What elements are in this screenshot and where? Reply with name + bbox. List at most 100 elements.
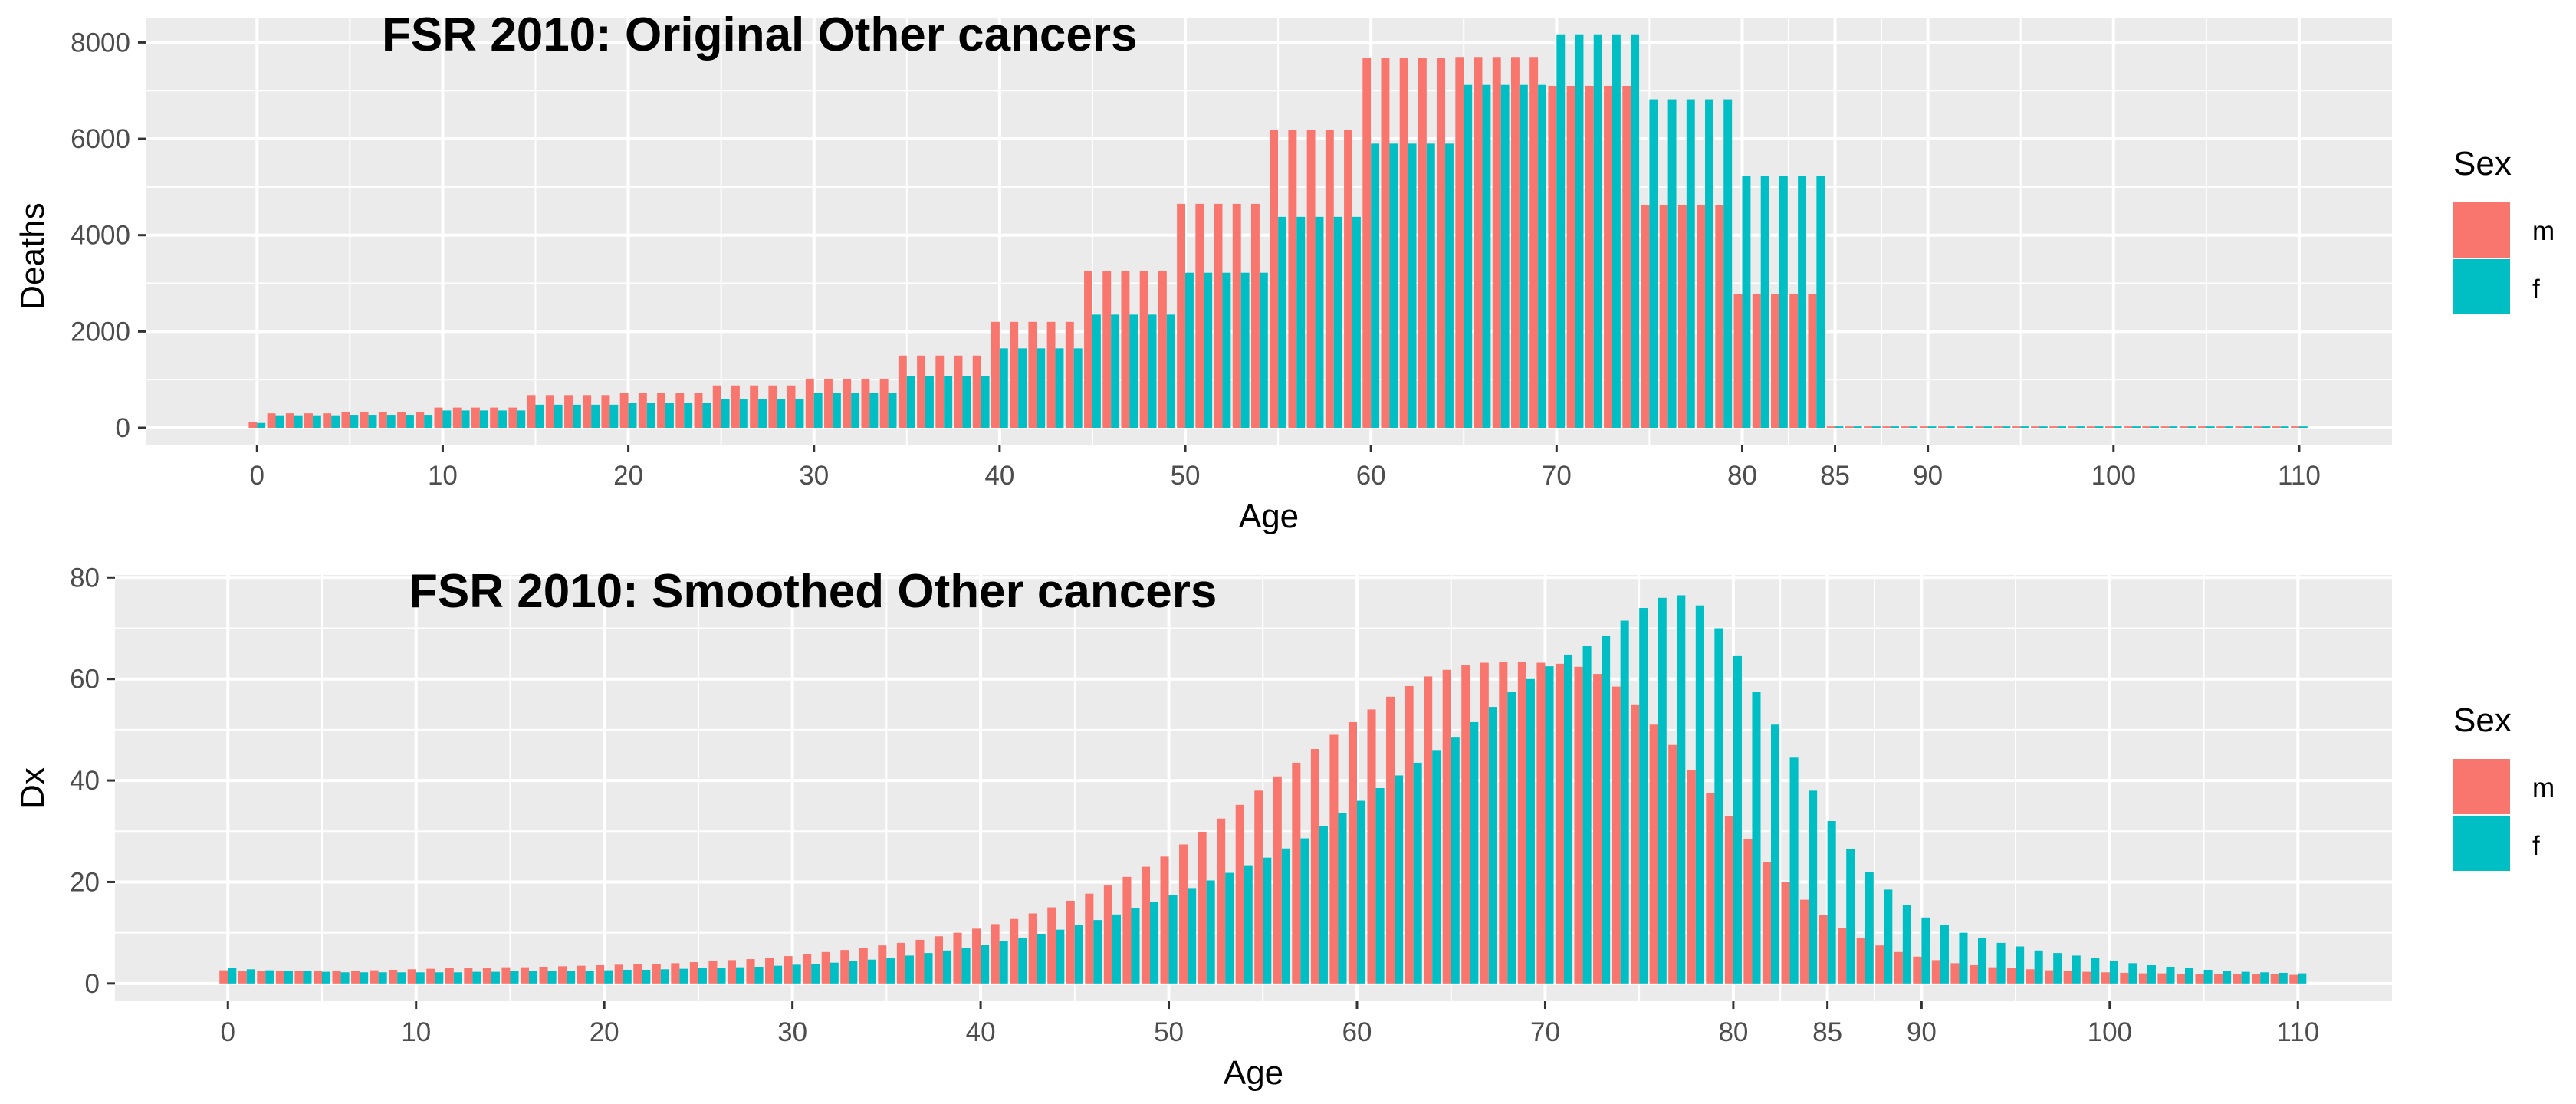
bar-f-age-70 bbox=[1556, 34, 1566, 429]
bar-f-age-7 bbox=[360, 972, 369, 984]
bar-m-age-110 bbox=[2289, 974, 2298, 984]
x-tick-label: 60 bbox=[1356, 461, 1386, 491]
bar-m-age-60 bbox=[1362, 58, 1372, 429]
bar-m-age-48 bbox=[1139, 271, 1148, 429]
bar-f-age-11 bbox=[461, 410, 470, 429]
bar-m-age-80 bbox=[1724, 816, 1733, 984]
bar-m-age-47 bbox=[1103, 886, 1112, 984]
bar-m-age-6 bbox=[332, 971, 341, 984]
bar-m-age-102 bbox=[2138, 973, 2147, 984]
bar-f-age-2 bbox=[265, 970, 274, 984]
bar-f-age-58 bbox=[1333, 216, 1342, 429]
bar-f-age-66 bbox=[1482, 84, 1491, 429]
bar-f-age-61 bbox=[1389, 143, 1398, 429]
bar-f-age-57 bbox=[1300, 838, 1309, 984]
bar-m-age-46 bbox=[1102, 271, 1112, 429]
x-tick-label: 40 bbox=[984, 461, 1014, 491]
bar-m-age-75 bbox=[1641, 205, 1650, 429]
bar-f-age-20 bbox=[628, 402, 637, 429]
bar-f-age-27 bbox=[758, 399, 767, 429]
bar-f-age-108 bbox=[2260, 972, 2269, 984]
bar-f-age-4 bbox=[331, 415, 340, 429]
bar-f-age-26 bbox=[717, 968, 726, 984]
bar-m-age-83 bbox=[1789, 294, 1799, 429]
legend-key-f bbox=[2453, 816, 2510, 871]
x-tick-label: 30 bbox=[777, 1017, 807, 1047]
bar-m-age-77 bbox=[1668, 744, 1677, 984]
bar-f-age-100 bbox=[2113, 426, 2122, 429]
bar-m-age-94 bbox=[1993, 426, 2003, 429]
bar-m-age-40 bbox=[972, 928, 981, 984]
bar-m-age-63 bbox=[1405, 685, 1414, 984]
chart-smoothed-panel bbox=[115, 575, 2392, 1001]
x-tick-label: 110 bbox=[2276, 1017, 2319, 1047]
bar-m-age-16 bbox=[545, 395, 554, 429]
bar-f-age-98 bbox=[2076, 426, 2085, 429]
bar-f-age-13 bbox=[498, 410, 507, 429]
bar-f-age-10 bbox=[416, 972, 425, 984]
bar-m-age-12 bbox=[445, 968, 454, 984]
bar-f-age-108 bbox=[2262, 426, 2271, 429]
bar-m-age-22 bbox=[633, 964, 642, 984]
bar-m-age-50 bbox=[1177, 203, 1186, 429]
chart-smoothed-grid-major bbox=[115, 575, 2392, 1001]
bar-f-age-60 bbox=[1371, 143, 1380, 429]
bar-f-age-83 bbox=[1789, 757, 1799, 984]
bar-f-age-65 bbox=[1451, 737, 1460, 984]
bar-f-age-86 bbox=[1846, 849, 1855, 984]
bar-f-age-39 bbox=[981, 376, 990, 429]
bar-f-age-90 bbox=[1927, 426, 1937, 429]
bar-m-age-69 bbox=[1530, 57, 1539, 429]
bar-f-age-91 bbox=[1946, 426, 1955, 429]
bar-f-age-81 bbox=[1752, 692, 1761, 984]
bar-m-age-17 bbox=[564, 395, 573, 429]
bar-f-age-107 bbox=[2243, 426, 2252, 429]
bar-m-age-109 bbox=[2272, 426, 2281, 429]
bar-f-age-109 bbox=[2279, 972, 2288, 984]
x-tick-label: 40 bbox=[966, 1017, 996, 1047]
bar-m-age-33 bbox=[840, 950, 849, 984]
chart-original-legend: Sex m f bbox=[2453, 145, 2555, 314]
bar-m-age-5 bbox=[313, 971, 322, 984]
bar-m-age-66 bbox=[1474, 57, 1483, 429]
bar-f-age-55 bbox=[1278, 216, 1287, 429]
bar-f-age-63 bbox=[1413, 762, 1422, 984]
bar-f-age-52 bbox=[1206, 880, 1215, 984]
bar-m-age-61 bbox=[1367, 709, 1376, 984]
bar-m-age-22 bbox=[657, 393, 666, 429]
bar-f-age-13 bbox=[472, 971, 481, 984]
x-tick-label: 50 bbox=[1154, 1017, 1184, 1047]
bar-f-age-15 bbox=[535, 404, 544, 429]
bar-m-age-43 bbox=[1028, 913, 1037, 984]
bar-m-age-80 bbox=[1733, 294, 1743, 429]
bar-f-age-25 bbox=[721, 399, 730, 429]
bar-f-age-87 bbox=[1865, 872, 1874, 984]
bar-m-age-47 bbox=[1121, 271, 1130, 429]
bar-m-age-90 bbox=[1913, 956, 1922, 984]
bar-m-age-67 bbox=[1480, 662, 1489, 984]
legend-label-f: f bbox=[2532, 831, 2540, 861]
bar-f-age-75 bbox=[1639, 608, 1648, 984]
bar-f-age-1 bbox=[246, 969, 255, 984]
bar-f-age-63 bbox=[1426, 143, 1435, 429]
x-tick-label: 20 bbox=[590, 1017, 619, 1047]
bar-m-age-33 bbox=[861, 378, 870, 429]
bar-m-age-71 bbox=[1555, 663, 1564, 984]
bar-m-age-5 bbox=[341, 412, 350, 429]
bar-f-age-94 bbox=[1996, 942, 2006, 984]
bar-f-age-23 bbox=[660, 969, 669, 984]
bar-f-age-96 bbox=[2039, 426, 2048, 429]
bar-f-age-34 bbox=[888, 393, 897, 429]
bar-f-age-18 bbox=[591, 404, 600, 429]
bar-f-age-92 bbox=[1959, 932, 1968, 984]
legend-key-f bbox=[2453, 259, 2510, 314]
bar-m-age-62 bbox=[1399, 58, 1408, 429]
bar-m-age-71 bbox=[1566, 85, 1576, 429]
bar-f-age-28 bbox=[754, 966, 764, 984]
bar-m-age-10 bbox=[434, 407, 443, 429]
bar-m-age-94 bbox=[1988, 967, 1997, 984]
bar-m-age-49 bbox=[1158, 271, 1167, 429]
bar-f-age-9 bbox=[424, 415, 433, 429]
bar-f-age-76 bbox=[1658, 597, 1667, 984]
bar-f-age-55 bbox=[1263, 857, 1272, 984]
